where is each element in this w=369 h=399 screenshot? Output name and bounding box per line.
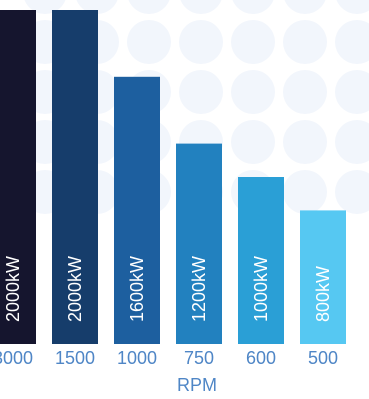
x-tick-label: 1000 [117, 348, 157, 368]
background-dot [335, 120, 369, 164]
bar-data-label: 1000kW [251, 256, 271, 322]
x-axis-title: RPM [177, 375, 217, 395]
bars-group [0, 10, 346, 345]
bar-data-label: 2000kW [65, 256, 85, 322]
background-dot [231, 20, 275, 64]
background-dot [283, 70, 327, 114]
bar-600 [238, 177, 284, 344]
background-dot [180, 0, 222, 14]
bar-data-label: 1600kW [127, 256, 147, 322]
bar-1500 [52, 10, 98, 344]
bar-500 [300, 210, 346, 344]
background-dot [284, 0, 326, 14]
background-dot [127, 20, 171, 64]
bar-data-label: 2000kW [3, 256, 23, 322]
bar-labels-group: 2000kW 2000kW 1600kW 1200kW 1000kW 800kW [3, 256, 333, 322]
background-dot [231, 70, 275, 114]
x-tick-labels-group: 3000 1500 1000 750 600 500 [0, 348, 338, 368]
background-dot [179, 70, 223, 114]
bar-1000 [114, 76, 160, 345]
x-tick-label: 3000 [0, 348, 33, 368]
background-dot [128, 0, 170, 14]
bar-data-label: 1200kW [189, 256, 209, 322]
bar-data-label: 800kW [313, 266, 333, 322]
background-dot [231, 120, 275, 164]
x-tick-label: 500 [308, 348, 338, 368]
x-tick-label: 750 [184, 348, 214, 368]
bar-3000 [0, 10, 36, 344]
bar-750 [176, 143, 222, 344]
x-tick-label: 1500 [55, 348, 95, 368]
background-dot [335, 70, 369, 114]
x-tick-label: 600 [246, 348, 276, 368]
background-dot [336, 0, 369, 14]
background-dot [232, 0, 274, 14]
background-dot [179, 20, 223, 64]
background-dot [283, 20, 327, 64]
background-dot [335, 170, 369, 214]
background-dot [335, 20, 369, 64]
background-dot [283, 170, 327, 214]
background-dot [283, 120, 327, 164]
